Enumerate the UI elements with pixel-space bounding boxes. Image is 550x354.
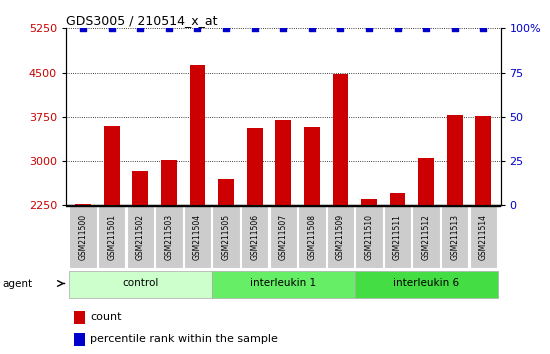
Text: GSM211513: GSM211513 bbox=[450, 214, 459, 260]
FancyBboxPatch shape bbox=[212, 206, 240, 268]
Text: GSM211507: GSM211507 bbox=[279, 214, 288, 260]
Bar bbox=[104, 126, 119, 338]
Point bbox=[193, 25, 202, 31]
Text: agent: agent bbox=[3, 279, 33, 289]
Point bbox=[79, 25, 87, 31]
Point bbox=[450, 25, 459, 31]
Bar bbox=[333, 74, 348, 338]
Text: GDS3005 / 210514_x_at: GDS3005 / 210514_x_at bbox=[66, 14, 217, 27]
FancyBboxPatch shape bbox=[412, 206, 440, 268]
Bar bbox=[75, 204, 91, 338]
Bar bbox=[74, 311, 85, 324]
Text: interleukin 1: interleukin 1 bbox=[250, 279, 316, 289]
FancyBboxPatch shape bbox=[470, 206, 497, 268]
Bar bbox=[161, 160, 177, 338]
Text: GSM211510: GSM211510 bbox=[365, 214, 373, 260]
Point bbox=[107, 25, 116, 31]
Point bbox=[164, 25, 173, 31]
Text: percentile rank within the sample: percentile rank within the sample bbox=[90, 335, 278, 344]
Point bbox=[365, 25, 373, 31]
Text: interleukin 6: interleukin 6 bbox=[393, 279, 459, 289]
Point bbox=[422, 25, 431, 31]
Bar bbox=[74, 333, 85, 346]
Point bbox=[250, 25, 259, 31]
FancyBboxPatch shape bbox=[270, 206, 297, 268]
Text: GSM211503: GSM211503 bbox=[164, 214, 173, 260]
Text: GSM211506: GSM211506 bbox=[250, 214, 259, 260]
Point bbox=[393, 25, 402, 31]
Text: GSM211504: GSM211504 bbox=[193, 214, 202, 260]
FancyBboxPatch shape bbox=[355, 270, 498, 298]
FancyBboxPatch shape bbox=[184, 206, 211, 268]
Text: GSM211502: GSM211502 bbox=[136, 214, 145, 260]
Bar bbox=[447, 115, 463, 338]
Bar bbox=[361, 199, 377, 338]
Point bbox=[279, 25, 288, 31]
Point bbox=[222, 25, 230, 31]
FancyBboxPatch shape bbox=[126, 206, 154, 268]
Text: control: control bbox=[122, 279, 158, 289]
Bar bbox=[476, 116, 491, 338]
Bar bbox=[133, 171, 148, 338]
FancyBboxPatch shape bbox=[69, 270, 212, 298]
Bar bbox=[419, 158, 434, 338]
Point bbox=[136, 25, 145, 31]
Text: GSM211514: GSM211514 bbox=[479, 214, 488, 260]
Bar bbox=[304, 127, 320, 338]
Point bbox=[479, 25, 488, 31]
FancyBboxPatch shape bbox=[69, 206, 97, 268]
Text: GSM211505: GSM211505 bbox=[222, 214, 230, 260]
FancyBboxPatch shape bbox=[298, 206, 326, 268]
Bar bbox=[276, 120, 291, 338]
FancyBboxPatch shape bbox=[212, 270, 355, 298]
FancyBboxPatch shape bbox=[355, 206, 383, 268]
Text: GSM211500: GSM211500 bbox=[79, 214, 87, 260]
Point bbox=[336, 25, 345, 31]
Bar bbox=[190, 65, 205, 338]
FancyBboxPatch shape bbox=[155, 206, 183, 268]
Text: GSM211512: GSM211512 bbox=[422, 214, 431, 260]
Text: GSM211509: GSM211509 bbox=[336, 214, 345, 260]
Bar bbox=[247, 128, 262, 338]
Bar bbox=[390, 193, 405, 338]
Text: GSM211508: GSM211508 bbox=[307, 214, 316, 260]
Text: GSM211511: GSM211511 bbox=[393, 214, 402, 260]
Bar bbox=[218, 179, 234, 338]
Text: count: count bbox=[90, 312, 122, 322]
FancyBboxPatch shape bbox=[241, 206, 268, 268]
FancyBboxPatch shape bbox=[98, 206, 125, 268]
Point bbox=[307, 25, 316, 31]
FancyBboxPatch shape bbox=[327, 206, 354, 268]
Text: GSM211501: GSM211501 bbox=[107, 214, 116, 260]
FancyBboxPatch shape bbox=[441, 206, 469, 268]
FancyBboxPatch shape bbox=[384, 206, 411, 268]
